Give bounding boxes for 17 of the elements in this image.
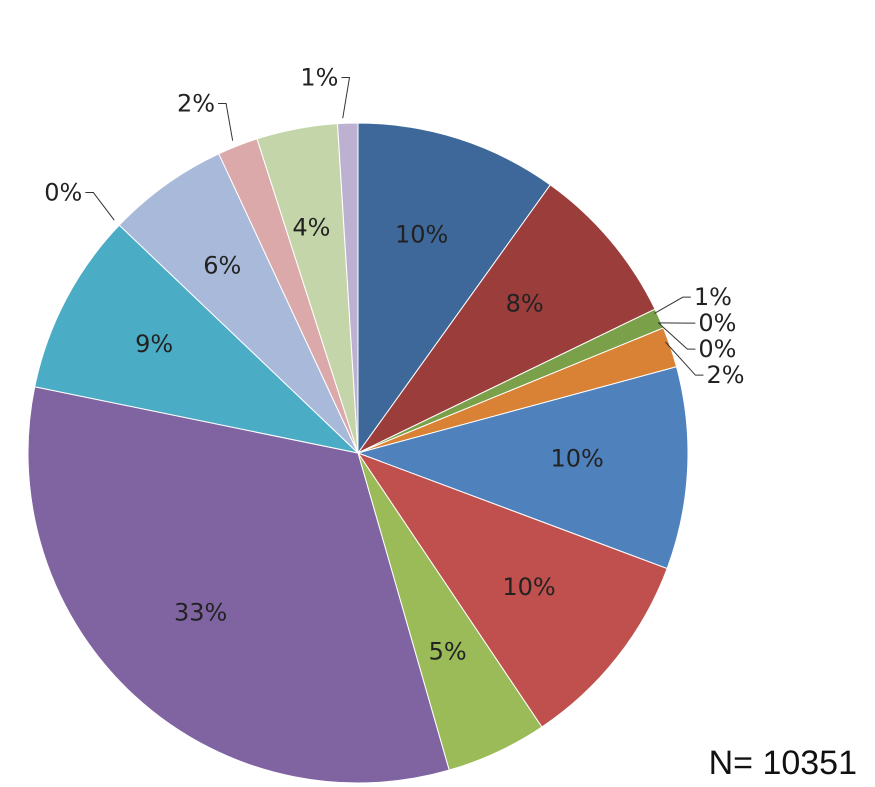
data-label: 4% xyxy=(292,213,330,242)
data-label: 10% xyxy=(550,444,604,472)
text: 0% xyxy=(698,335,736,364)
text: 0% xyxy=(698,309,736,338)
data-label: 5% xyxy=(428,637,467,666)
data-label: 1% xyxy=(694,283,732,312)
data-label: 6% xyxy=(203,252,242,280)
text: N= 10351 xyxy=(708,744,857,783)
data-label: 2% xyxy=(706,361,745,390)
data-label: 10% xyxy=(502,573,556,602)
data-label: 9% xyxy=(135,330,174,358)
data-label: 10% xyxy=(395,220,448,248)
data-label: 2% xyxy=(177,89,216,118)
data-label: 33% xyxy=(174,598,228,627)
text: 0% xyxy=(44,178,82,207)
data-label: 8% xyxy=(506,289,544,318)
data-label: 1% xyxy=(300,63,338,92)
